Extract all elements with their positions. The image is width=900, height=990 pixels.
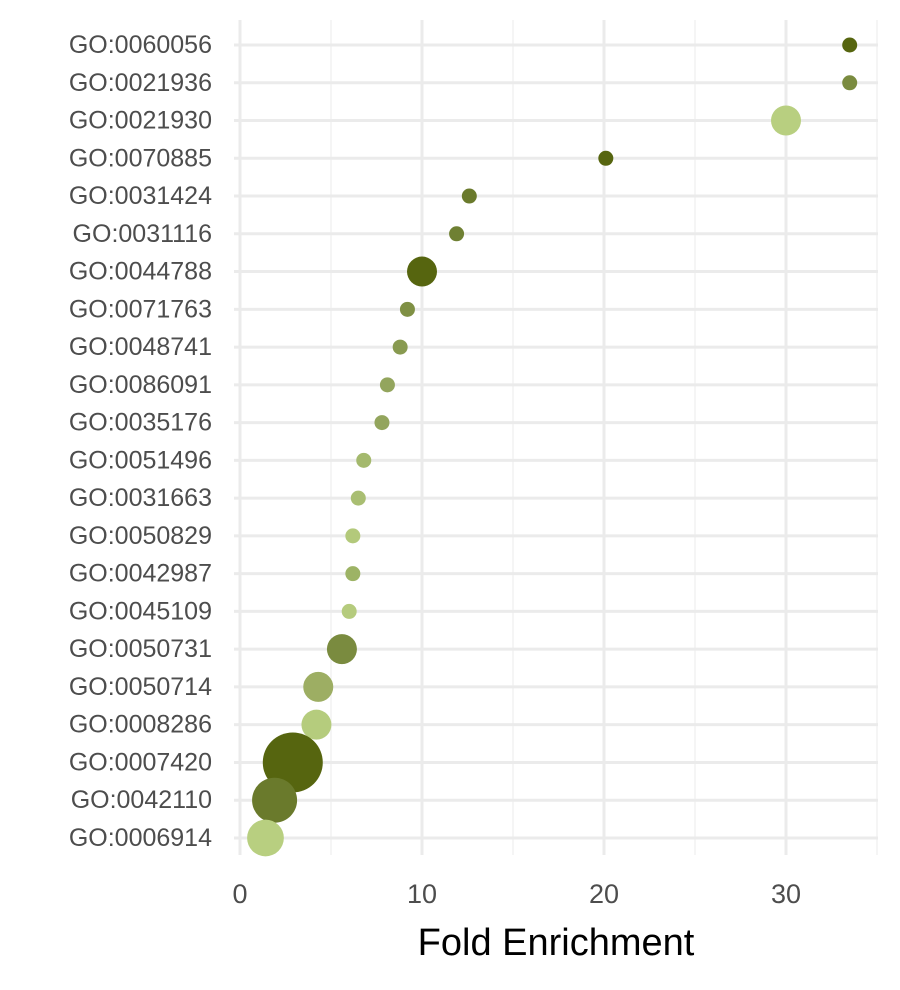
- data-point: [598, 150, 614, 166]
- y-tick-label: GO:0060056: [69, 31, 212, 59]
- data-points: [247, 37, 858, 857]
- data-point: [345, 528, 361, 544]
- data-point: [379, 377, 395, 393]
- data-point: [392, 339, 408, 355]
- data-point: [399, 301, 415, 317]
- y-tick-label: GO:0006914: [69, 824, 212, 852]
- y-tick-label: GO:0007420: [69, 748, 212, 776]
- data-point: [449, 226, 465, 242]
- grid-lines: [234, 20, 878, 855]
- data-point: [350, 490, 366, 506]
- y-tick-label: GO:0050731: [69, 635, 212, 663]
- data-point: [407, 256, 437, 287]
- y-tick-label: GO:0048741: [69, 333, 212, 361]
- x-tick-label: 20: [589, 879, 619, 909]
- data-point: [356, 452, 372, 468]
- data-point: [252, 777, 298, 823]
- data-point: [374, 415, 390, 431]
- data-point: [842, 37, 858, 53]
- y-tick-label: GO:0051496: [69, 446, 212, 474]
- y-tick-label: GO:0042987: [69, 560, 212, 588]
- y-tick-label: GO:0031116: [73, 220, 212, 248]
- x-axis-tick-labels: 0 10 20 30: [232, 879, 801, 909]
- y-tick-label: GO:0070885: [69, 144, 212, 172]
- y-tick-label: GO:0050714: [69, 673, 212, 701]
- y-tick-label: GO:0042110: [71, 786, 212, 814]
- y-tick-label: GO:0071763: [69, 295, 212, 323]
- y-tick-label: GO:0031424: [69, 182, 212, 210]
- data-point: [301, 709, 332, 740]
- data-point: [842, 75, 858, 91]
- x-tick-label: 30: [771, 879, 801, 909]
- y-tick-label: GO:0021936: [69, 69, 212, 97]
- x-tick-label: 0: [232, 879, 247, 909]
- y-tick-label: GO:0045109: [69, 597, 212, 625]
- data-point: [461, 188, 477, 204]
- x-axis-title: Fold Enrichment: [418, 922, 695, 964]
- y-tick-label: GO:0008286: [69, 711, 212, 739]
- y-axis-tick-labels: GO:0060056 GO:0021936 GO:0021930 GO:0070885…: [69, 31, 212, 852]
- y-tick-label: GO:0031663: [69, 484, 212, 512]
- data-point: [341, 603, 357, 619]
- y-tick-label: GO:0035176: [69, 409, 212, 437]
- data-point: [303, 671, 334, 702]
- data-point: [771, 105, 801, 136]
- data-point: [326, 634, 357, 665]
- y-tick-label: GO:0050829: [69, 522, 212, 550]
- data-point: [345, 566, 361, 582]
- data-point: [247, 819, 284, 857]
- y-tick-label: GO:0086091: [69, 371, 212, 399]
- y-tick-label: GO:0044788: [69, 258, 212, 286]
- data-point: [262, 732, 323, 793]
- y-tick-label: GO:0021930: [69, 107, 212, 135]
- x-tick-label: 10: [407, 879, 437, 909]
